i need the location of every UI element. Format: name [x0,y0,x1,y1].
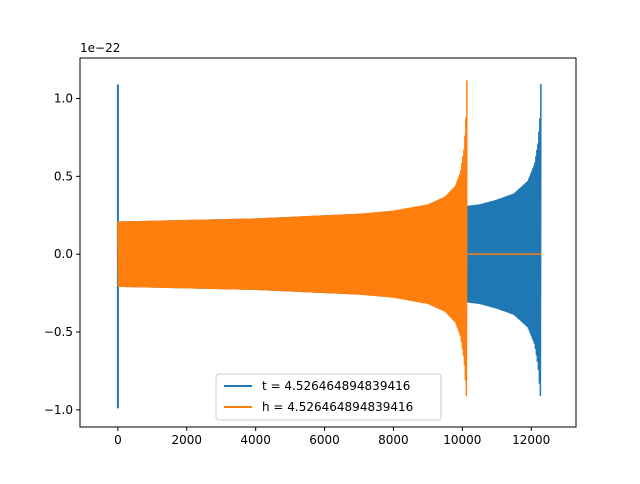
series-line-2 [117,80,468,397]
axes-frame [79,57,577,428]
x-tick-label: 0 [114,433,122,447]
x-tick-label: 6000 [309,433,340,447]
x-axis: 0 2000 4000 6000 8000 10000 12000 [114,427,550,447]
legend-label-2: h = 4.526464894839416 [262,400,413,414]
x-tick-label: 2000 [172,433,203,447]
y-tick-label: −1.0 [44,403,73,417]
x-tick-label: 4000 [240,433,271,447]
y-tick-label: 0.5 [54,169,73,183]
x-tick-label: 12000 [512,433,550,447]
y-offset-label: 1e−22 [80,41,120,55]
y-tick-label: −0.5 [44,325,73,339]
series-2 [117,80,542,397]
y-tick-label: 1.0 [54,91,73,105]
y-tick-label: 0.0 [54,247,73,261]
y-axis: −1.0 −0.5 0.0 0.5 1.0 [44,91,80,417]
legend-box [215,373,442,421]
series-layer [116,80,542,409]
x-tick-label: 8000 [378,433,409,447]
legend: t = 4.526464894839416 h = 4.5264648948394… [215,373,442,421]
legend-label-1: t = 4.526464894839416 [262,379,410,393]
x-tick-label: 10000 [443,433,481,447]
